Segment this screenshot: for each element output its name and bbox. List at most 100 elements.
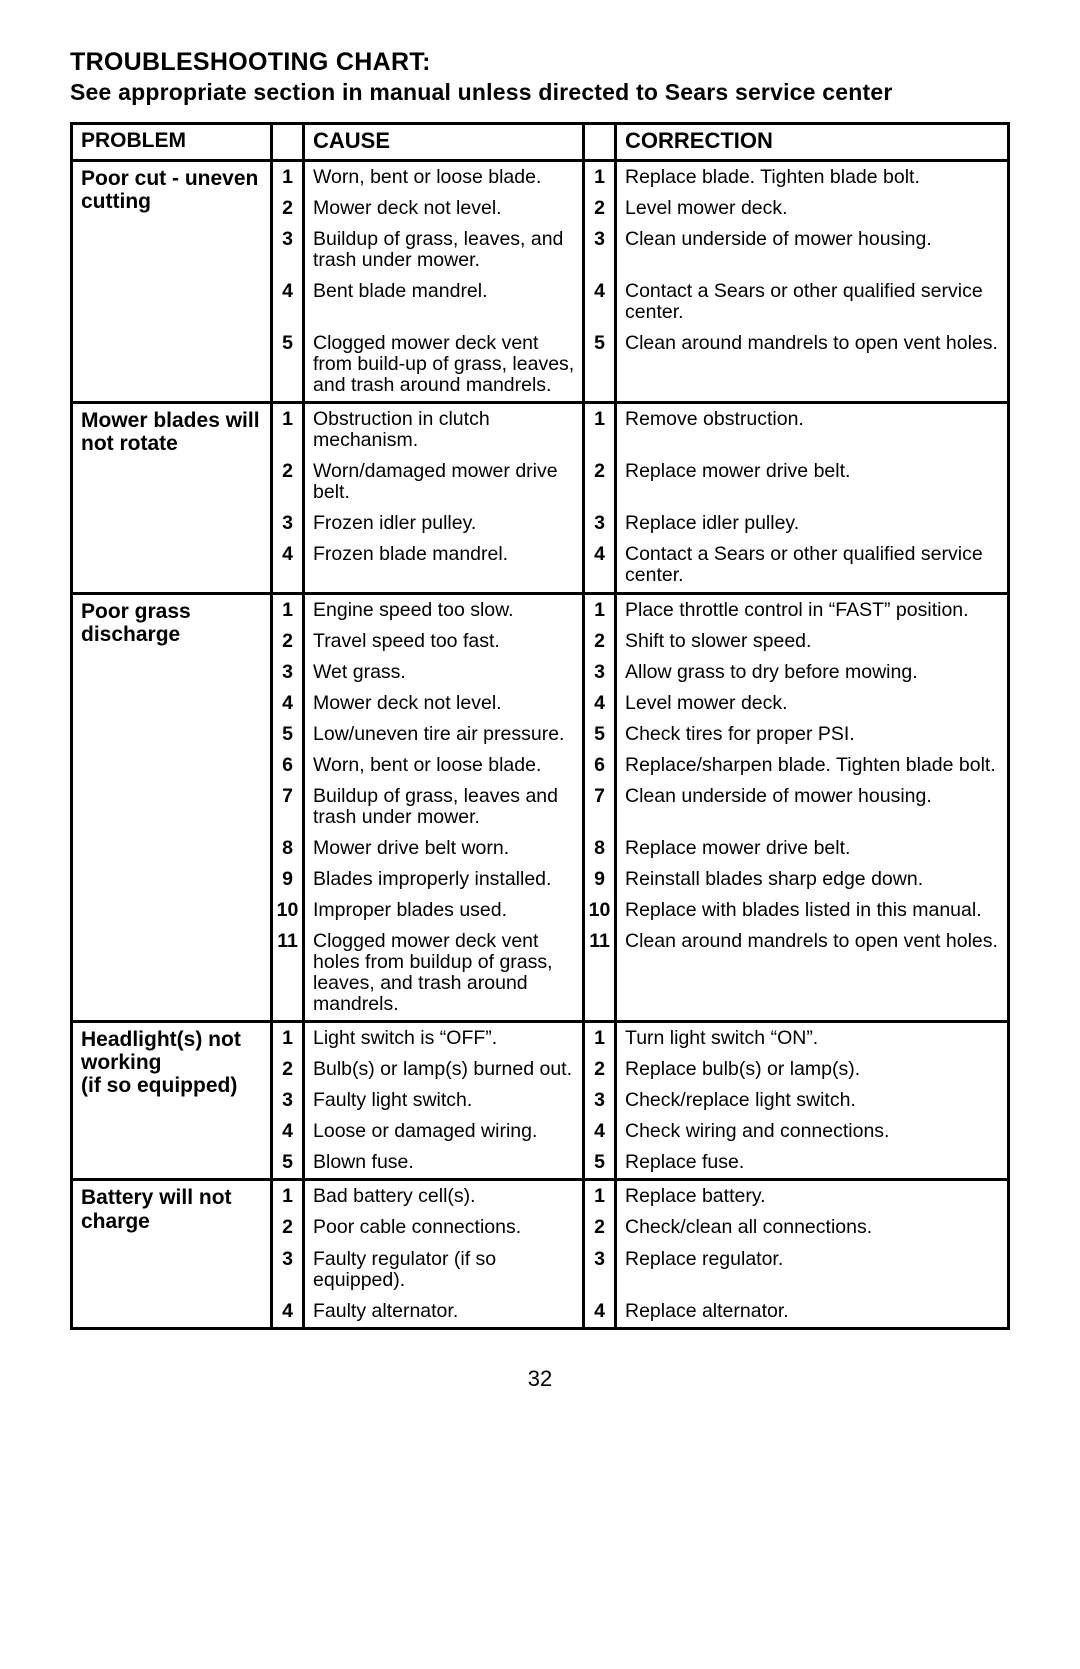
correction-cell: Replace with blades listed in this manua… [616, 895, 1009, 926]
correction-cell: Replace alternator. [616, 1296, 1009, 1329]
cause-cell: Bent blade mandrel. [304, 276, 584, 328]
cause-number: 11 [272, 926, 304, 1022]
correction-cell: Replace battery. [616, 1180, 1009, 1213]
correction-cell: Replace regulator. [616, 1244, 1009, 1296]
cause-number: 5 [272, 1147, 304, 1180]
cause-cell: Mower deck not level. [304, 688, 584, 719]
correction-number: 3 [584, 1244, 616, 1296]
table-header-row: PROBLEM CAUSE CORRECTION [72, 124, 1009, 161]
cause-cell: Worn, bent or loose blade. [304, 160, 584, 193]
correction-number: 4 [584, 276, 616, 328]
correction-number: 8 [584, 833, 616, 864]
cause-cell: Blades improperly installed. [304, 864, 584, 895]
correction-cell: Level mower deck. [616, 193, 1009, 224]
correction-cell: Clean underside of mower housing. [616, 224, 1009, 276]
correction-number: 2 [584, 1054, 616, 1085]
correction-number: 6 [584, 750, 616, 781]
correction-cell: Allow grass to dry before mowing. [616, 657, 1009, 688]
cause-cell: Bulb(s) or lamp(s) burned out. [304, 1054, 584, 1085]
correction-cell: Contact a Sears or other qualified servi… [616, 276, 1009, 328]
cause-cell: Worn/damaged mower drive belt. [304, 456, 584, 508]
correction-number: 3 [584, 657, 616, 688]
cause-cell: Faulty regulator (if so equipped). [304, 1244, 584, 1296]
table-row: Poor cut - uneven cutting1Worn, bent or … [72, 160, 1009, 193]
correction-cell: Clean around mandrels to open vent holes… [616, 926, 1009, 1022]
correction-number: 3 [584, 224, 616, 276]
correction-cell: Level mower deck. [616, 688, 1009, 719]
correction-cell: Check wiring and connections. [616, 1116, 1009, 1147]
cause-cell: Obstruction in clutch mechanism. [304, 403, 584, 457]
cause-cell: Buildup of grass, leaves and trash under… [304, 781, 584, 833]
cause-number: 6 [272, 750, 304, 781]
cause-number: 3 [272, 1244, 304, 1296]
correction-cell: Replace fuse. [616, 1147, 1009, 1180]
correction-number: 4 [584, 1296, 616, 1329]
cause-cell: Mower deck not level. [304, 193, 584, 224]
correction-cell: Turn light switch “ON”. [616, 1022, 1009, 1055]
cause-number: 7 [272, 781, 304, 833]
cause-number: 1 [272, 160, 304, 193]
cause-number: 2 [272, 1054, 304, 1085]
header-cause: CAUSE [304, 124, 584, 161]
correction-cell: Place throttle control in “FAST” positio… [616, 593, 1009, 626]
cause-cell: Buildup of grass, leaves, and trash unde… [304, 224, 584, 276]
correction-number: 2 [584, 626, 616, 657]
cause-cell: Loose or damaged wiring. [304, 1116, 584, 1147]
correction-number: 11 [584, 926, 616, 1022]
correction-number: 1 [584, 1022, 616, 1055]
cause-number: 9 [272, 864, 304, 895]
correction-cell: Check tires for proper PSI. [616, 719, 1009, 750]
problem-cell: Headlight(s) not working (if so equipped… [72, 1022, 272, 1180]
correction-cell: Replace idler pulley. [616, 508, 1009, 539]
page-title: TROUBLESHOOTING CHART: [70, 48, 1010, 77]
page-subtitle: See appropriate section in manual unless… [70, 79, 1010, 106]
cause-cell: Wet grass. [304, 657, 584, 688]
cause-number: 4 [272, 688, 304, 719]
correction-number: 3 [584, 1085, 616, 1116]
correction-cell: Replace blade. Tighten blade bolt. [616, 160, 1009, 193]
cause-cell: Low/uneven tire air pressure. [304, 719, 584, 750]
cause-cell: Engine speed too slow. [304, 593, 584, 626]
correction-cell: Check/clean all connections. [616, 1212, 1009, 1243]
cause-number: 3 [272, 657, 304, 688]
problem-cell: Poor cut - uneven cutting [72, 160, 272, 402]
correction-number: 9 [584, 864, 616, 895]
cause-number: 5 [272, 719, 304, 750]
table-row: Mower blades will not rotate1Obstruction… [72, 403, 1009, 457]
cause-cell: Improper blades used. [304, 895, 584, 926]
cause-cell: Faulty alternator. [304, 1296, 584, 1329]
cause-number: 1 [272, 593, 304, 626]
correction-number: 7 [584, 781, 616, 833]
correction-number: 1 [584, 1180, 616, 1213]
cause-number: 4 [272, 1116, 304, 1147]
correction-cell: Replace bulb(s) or lamp(s). [616, 1054, 1009, 1085]
correction-number: 5 [584, 1147, 616, 1180]
cause-cell: Frozen blade mandrel. [304, 539, 584, 593]
correction-number: 5 [584, 719, 616, 750]
cause-cell: Poor cable connections. [304, 1212, 584, 1243]
cause-number: 4 [272, 1296, 304, 1329]
cause-cell: Frozen idler pulley. [304, 508, 584, 539]
cause-cell: Clogged mower deck vent holes from build… [304, 926, 584, 1022]
cause-number: 3 [272, 508, 304, 539]
correction-number: 2 [584, 193, 616, 224]
correction-cell: Reinstall blades sharp edge down. [616, 864, 1009, 895]
correction-number: 2 [584, 1212, 616, 1243]
cause-cell: Faulty light switch. [304, 1085, 584, 1116]
correction-cell: Replace mower drive belt. [616, 456, 1009, 508]
correction-number: 3 [584, 508, 616, 539]
correction-number: 1 [584, 403, 616, 457]
cause-cell: Blown fuse. [304, 1147, 584, 1180]
problem-cell: Battery will not charge [72, 1180, 272, 1328]
problem-cell: Mower blades will not rotate [72, 403, 272, 593]
correction-number: 4 [584, 539, 616, 593]
correction-number: 1 [584, 593, 616, 626]
problem-cell: Poor grass discharge [72, 593, 272, 1022]
cause-number: 2 [272, 193, 304, 224]
correction-number: 10 [584, 895, 616, 926]
cause-cell: Bad battery cell(s). [304, 1180, 584, 1213]
correction-cell: Check/replace light switch. [616, 1085, 1009, 1116]
cause-number: 1 [272, 1022, 304, 1055]
cause-cell: Travel speed too fast. [304, 626, 584, 657]
correction-number: 2 [584, 456, 616, 508]
